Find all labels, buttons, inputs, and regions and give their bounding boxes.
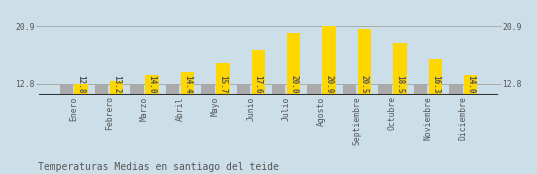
Text: 12.8: 12.8	[77, 75, 86, 94]
Bar	[201, 84, 215, 174]
Text: 15.7: 15.7	[219, 75, 227, 94]
Bar	[95, 84, 108, 174]
Bar	[216, 63, 229, 174]
Bar	[464, 75, 477, 174]
Text: 16.3: 16.3	[431, 75, 440, 94]
Bar	[308, 84, 321, 174]
Text: 20.9: 20.9	[324, 75, 333, 94]
Bar	[429, 59, 442, 174]
Bar	[146, 75, 159, 174]
Text: Temperaturas Medias en santiago del teide: Temperaturas Medias en santiago del teid…	[38, 162, 279, 172]
Bar	[75, 84, 88, 174]
Bar	[287, 33, 300, 174]
Bar	[358, 29, 371, 174]
Text: 14.0: 14.0	[148, 75, 156, 94]
Bar	[110, 81, 124, 174]
Bar	[322, 26, 336, 174]
Bar	[413, 84, 427, 174]
Bar	[343, 84, 357, 174]
Bar	[449, 84, 462, 174]
Text: 18.5: 18.5	[395, 75, 404, 94]
Bar	[130, 84, 144, 174]
Bar	[251, 50, 265, 174]
Bar	[166, 84, 179, 174]
Bar	[60, 84, 73, 174]
Text: 20.0: 20.0	[289, 75, 298, 94]
Text: 17.6: 17.6	[253, 75, 263, 94]
Text: 14.4: 14.4	[183, 75, 192, 94]
Text: 14.0: 14.0	[466, 75, 475, 94]
Bar	[272, 84, 286, 174]
Bar	[393, 43, 407, 174]
Bar	[180, 72, 194, 174]
Text: 20.5: 20.5	[360, 75, 369, 94]
Bar	[378, 84, 391, 174]
Bar	[237, 84, 250, 174]
Text: 13.2: 13.2	[112, 75, 121, 94]
